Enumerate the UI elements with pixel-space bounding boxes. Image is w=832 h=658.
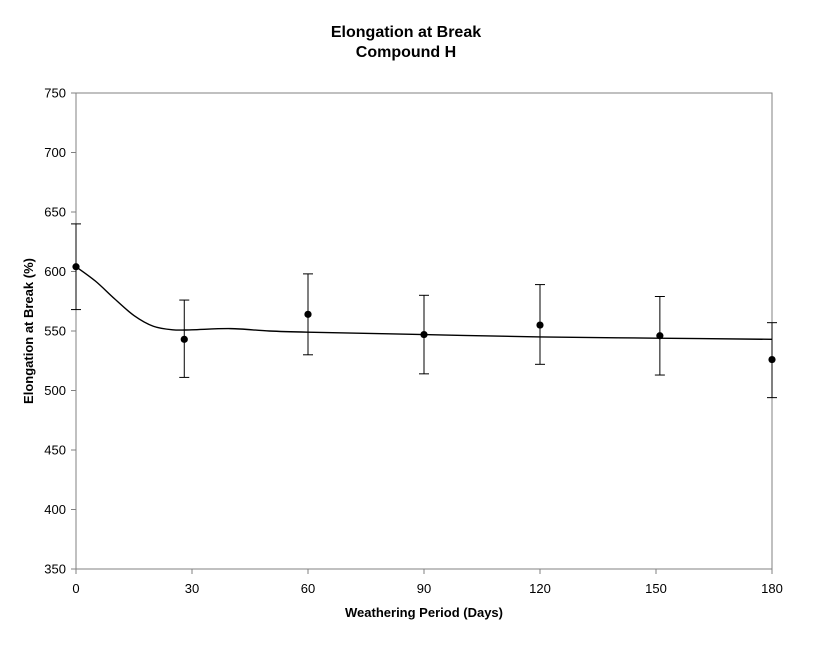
data-point — [304, 310, 312, 318]
trend-line — [75, 266, 773, 341]
y-tick-label: 400 — [44, 502, 66, 517]
x-axis-label: Weathering Period (Days) — [345, 605, 503, 620]
y-tick-label: 650 — [44, 205, 66, 220]
x-tick-label: 0 — [72, 581, 79, 596]
data-point — [656, 332, 664, 340]
y-tick-label: 500 — [44, 383, 66, 398]
data-points — [72, 263, 776, 364]
x-tick-label: 30 — [185, 581, 199, 596]
data-point — [180, 335, 188, 343]
chart-title: Elongation at Break — [331, 24, 481, 41]
data-point — [72, 263, 80, 271]
y-tick-label: 350 — [44, 562, 66, 577]
chart-subtitle: Compound H — [356, 44, 456, 61]
data-point — [768, 355, 776, 364]
y-tick-label: 750 — [44, 86, 66, 101]
x-axis-ticks: 0 30 60 90 120 150 180 — [72, 569, 783, 596]
data-point — [536, 321, 544, 329]
x-tick-label: 60 — [301, 581, 315, 596]
data-point — [420, 330, 428, 339]
y-tick-label: 600 — [44, 264, 66, 279]
y-tick-label: 450 — [44, 443, 66, 458]
y-axis-ticks: 350 400 450 500 550 600 650 700 750 — [44, 86, 76, 577]
y-axis-label: Elongation at Break (%) — [21, 258, 36, 404]
y-tick-label: 700 — [44, 145, 66, 160]
x-tick-label: 90 — [417, 581, 431, 596]
error-bars — [71, 223, 777, 399]
y-tick-label: 550 — [44, 324, 66, 339]
x-tick-label: 180 — [761, 581, 783, 596]
x-tick-label: 150 — [645, 581, 667, 596]
x-tick-label: 120 — [529, 581, 551, 596]
